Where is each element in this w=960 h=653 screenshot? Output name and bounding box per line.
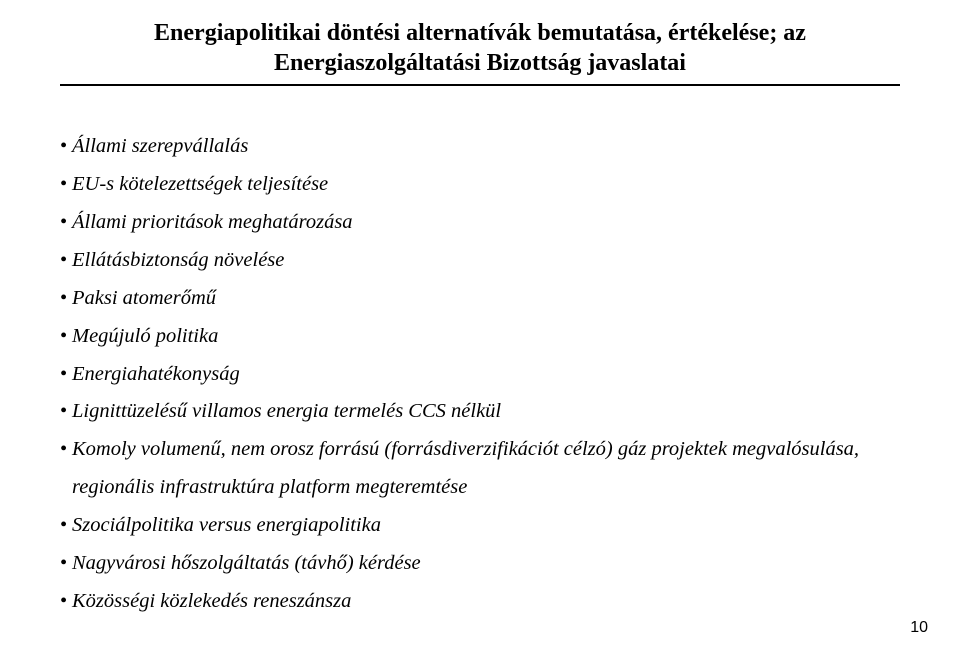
page-number: 10 <box>910 619 928 637</box>
bullet-list: Állami szerepvállalás EU-s kötelezettség… <box>60 128 900 621</box>
list-item: Megújuló politika <box>60 318 900 356</box>
list-item: Energiahatékonyság <box>60 356 900 394</box>
title-line-2: Energiaszolgáltatási Bizottság javaslata… <box>60 48 900 78</box>
list-item: Komoly volumenű, nem orosz forrású (forr… <box>60 431 900 507</box>
list-item: Paksi atomerőmű <box>60 280 900 318</box>
list-item: Állami prioritások meghatározása <box>60 204 900 242</box>
title-block: Energiapolitikai döntési alternatívák be… <box>60 18 900 86</box>
slide-container: Energiapolitikai döntési alternatívák be… <box>0 0 960 653</box>
list-item: Ellátásbiztonság növelése <box>60 242 900 280</box>
list-item: Közösségi közlekedés reneszánsza <box>60 583 900 621</box>
list-item: Lignittüzelésű villamos energia termelés… <box>60 393 900 431</box>
list-item: Szociálpolitika versus energiapolitika <box>60 507 900 545</box>
title-line-1: Energiapolitikai döntési alternatívák be… <box>60 18 900 48</box>
list-item: Nagyvárosi hőszolgáltatás (távhő) kérdés… <box>60 545 900 583</box>
list-item: Állami szerepvállalás <box>60 128 900 166</box>
list-item: EU-s kötelezettségek teljesítése <box>60 166 900 204</box>
